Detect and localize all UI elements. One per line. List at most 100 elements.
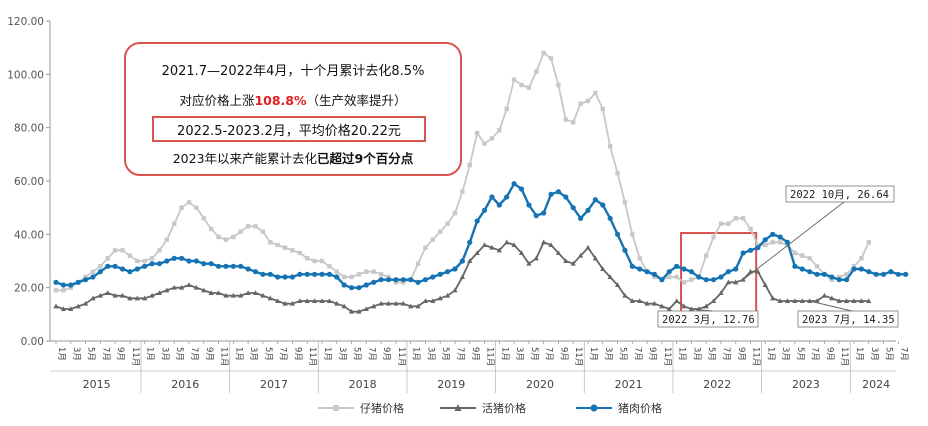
data-point xyxy=(460,189,465,194)
note-line-4-a: 2023年以来产能累计去化 xyxy=(172,151,318,166)
data-point xyxy=(105,290,111,295)
legend: 仔猪价格 活猪价格 猪肉价格 xyxy=(318,401,662,415)
data-point xyxy=(319,271,325,277)
x-month-label: 9月 xyxy=(647,347,657,361)
data-point xyxy=(304,271,310,277)
data-point xyxy=(127,295,133,301)
data-point xyxy=(164,287,170,293)
data-point xyxy=(186,282,192,287)
data-point xyxy=(548,191,554,197)
data-point xyxy=(142,258,147,264)
note-highlight-value: 108.8% xyxy=(254,93,307,108)
data-point xyxy=(777,240,783,245)
data-point xyxy=(385,300,392,306)
data-point xyxy=(393,300,399,306)
x-month-label: 7月 xyxy=(100,347,110,361)
y-tick-label: 80.00 xyxy=(14,123,44,135)
data-point xyxy=(593,90,598,96)
legend-label: 猪肉价格 xyxy=(618,401,662,415)
data-point xyxy=(90,295,96,301)
data-point xyxy=(401,280,406,285)
data-point xyxy=(629,263,635,269)
data-point xyxy=(511,181,517,187)
data-point xyxy=(644,269,650,275)
x-month-label: 1月 xyxy=(322,347,332,361)
data-point xyxy=(585,98,591,104)
x-month-label: 5月 xyxy=(529,347,539,361)
y-tick-label: 60.00 xyxy=(14,176,44,188)
x-month-label: 11月 xyxy=(307,347,317,366)
data-point xyxy=(400,277,406,283)
data-point xyxy=(415,303,421,309)
data-point xyxy=(541,239,547,245)
data-point xyxy=(119,266,126,272)
data-point xyxy=(327,264,332,269)
data-point xyxy=(504,106,509,112)
x-month-label: 9月 xyxy=(736,347,746,361)
data-point xyxy=(61,288,66,293)
x-month-label: 11月 xyxy=(485,347,495,366)
data-point xyxy=(799,298,805,303)
data-point xyxy=(201,287,207,293)
data-point xyxy=(238,263,244,269)
data-point xyxy=(312,271,318,277)
data-point xyxy=(777,234,783,240)
data-point xyxy=(674,298,680,303)
x-month-label: 7月 xyxy=(810,347,820,361)
x-month-label: 9月 xyxy=(824,347,834,361)
data-point xyxy=(348,308,355,314)
x-month-label: 1月 xyxy=(56,347,66,361)
data-point xyxy=(415,261,421,266)
data-point xyxy=(467,162,472,168)
data-point xyxy=(68,285,73,290)
data-point xyxy=(784,239,791,245)
x-axis: 1月 3月 5月 7月 9月 11月 1月 3月 5月 7月 9月 11月 1月 3月 5月 7月 9月 11月 1… xyxy=(50,340,908,393)
data-point xyxy=(607,144,613,149)
note-line-2-b: （生产效率提升） xyxy=(306,93,407,108)
x-month-label: 7月 xyxy=(721,347,731,361)
data-point xyxy=(142,263,148,269)
data-point xyxy=(201,261,207,267)
data-point xyxy=(858,266,864,272)
data-point xyxy=(489,194,495,200)
data-point xyxy=(718,274,724,280)
data-point xyxy=(637,266,643,272)
data-point xyxy=(444,292,451,298)
data-point xyxy=(223,263,229,269)
data-point xyxy=(836,274,842,280)
data-point xyxy=(245,224,251,229)
data-point xyxy=(563,258,569,263)
data-point xyxy=(194,205,199,210)
data-point xyxy=(112,263,118,269)
data-point xyxy=(843,277,850,283)
data-point xyxy=(614,231,621,237)
x-year-label: 2023 xyxy=(792,378,820,391)
data-point xyxy=(83,274,88,280)
x-month-label: 11月 xyxy=(573,347,583,366)
data-point xyxy=(622,247,628,253)
data-point xyxy=(792,298,798,303)
data-point xyxy=(703,303,709,309)
data-point xyxy=(363,282,369,288)
data-point xyxy=(607,274,613,279)
data-point xyxy=(577,252,584,258)
data-point xyxy=(704,253,709,258)
data-point xyxy=(585,207,591,213)
data-point xyxy=(260,271,266,277)
x-month-label: 1月 xyxy=(765,347,775,361)
data-point xyxy=(615,170,620,176)
x-month-label: 5月 xyxy=(884,347,894,361)
data-point xyxy=(135,258,140,264)
x-month-label: 9月 xyxy=(381,347,391,361)
x-month-label: 5月 xyxy=(174,347,184,361)
data-point xyxy=(119,292,126,298)
data-point xyxy=(755,268,761,274)
data-point xyxy=(98,264,103,269)
x-month-label: 1月 xyxy=(588,347,598,361)
x-month-label: 7月 xyxy=(455,347,465,361)
data-point xyxy=(880,271,887,277)
data-point xyxy=(666,306,672,311)
x-month-label: 11月 xyxy=(751,347,761,366)
data-point xyxy=(459,258,465,264)
x-month-label: 7月 xyxy=(898,347,908,361)
